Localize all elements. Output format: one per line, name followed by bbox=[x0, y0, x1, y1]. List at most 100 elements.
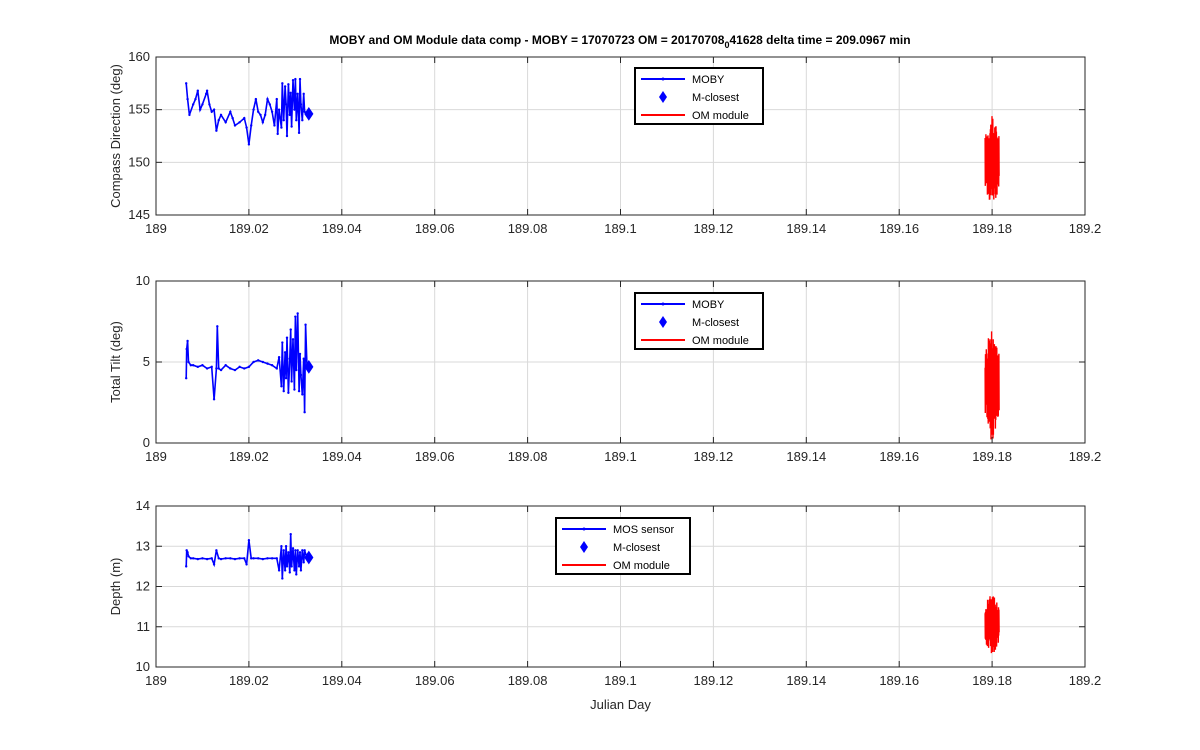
series-point bbox=[266, 97, 269, 101]
series-point bbox=[224, 121, 227, 124]
series-point bbox=[217, 557, 220, 560]
series-point bbox=[296, 312, 299, 315]
series-point bbox=[219, 557, 223, 561]
series-point bbox=[291, 547, 295, 550]
axes-panel-1: 189 189.02 189.04 189.06 189.08 189.1 189.12 18… bbox=[108, 49, 1101, 236]
series-point bbox=[233, 368, 237, 372]
y-axis-label: Depth (m) bbox=[108, 558, 123, 616]
series-point bbox=[302, 357, 305, 360]
series-point bbox=[299, 569, 303, 572]
series-point bbox=[282, 119, 285, 122]
series-point bbox=[231, 116, 234, 120]
series-point bbox=[266, 362, 269, 365]
series-point bbox=[287, 551, 290, 554]
series-point bbox=[261, 121, 265, 124]
series-point bbox=[256, 557, 260, 560]
series-point bbox=[282, 389, 285, 393]
series-point bbox=[295, 573, 298, 576]
series-point bbox=[270, 110, 274, 113]
x-tick-label: 189.16 bbox=[879, 221, 919, 236]
series-point bbox=[201, 364, 204, 367]
series-point bbox=[296, 92, 299, 96]
x-tick-label: 189.02 bbox=[229, 221, 269, 236]
series-point bbox=[280, 385, 283, 388]
series-point bbox=[284, 103, 288, 106]
series-point bbox=[293, 108, 296, 111]
series-point bbox=[280, 126, 283, 129]
series-point bbox=[289, 532, 292, 536]
series-point bbox=[189, 364, 193, 367]
series-point bbox=[298, 77, 302, 81]
series-point bbox=[187, 360, 190, 364]
series-point bbox=[189, 557, 193, 560]
series-point bbox=[290, 125, 293, 128]
series-point bbox=[185, 549, 188, 552]
series-point bbox=[212, 398, 216, 401]
figure-title: MOBY and OM Module data comp - MOBY = 17… bbox=[329, 33, 910, 50]
series-point bbox=[224, 557, 227, 560]
legend-entry-label: MOS sensor bbox=[613, 524, 674, 536]
x-tick-label: 189.12 bbox=[694, 449, 734, 464]
legend: MOBY M-closest OM module bbox=[634, 67, 764, 125]
series-point bbox=[238, 557, 241, 560]
series-line-om-module bbox=[984, 116, 1000, 200]
series-point bbox=[252, 108, 255, 111]
series-point bbox=[289, 328, 292, 331]
m-closest-marker bbox=[304, 106, 314, 121]
legend-entry-label: MOBY bbox=[692, 299, 725, 311]
series-point bbox=[273, 124, 276, 127]
x-tick-label: 189.08 bbox=[508, 449, 548, 464]
x-tick-label: 189.18 bbox=[972, 449, 1012, 464]
series-point bbox=[303, 411, 306, 414]
legend-swatch-diamond bbox=[659, 91, 667, 103]
series-point bbox=[288, 113, 291, 117]
series-point bbox=[276, 132, 279, 136]
x-tick-label: 189 bbox=[145, 221, 167, 236]
series-line-om-module bbox=[984, 331, 1000, 440]
series-point bbox=[247, 143, 251, 146]
x-tick-label: 189.16 bbox=[879, 449, 919, 464]
legend-swatch-point bbox=[661, 77, 665, 81]
series-point bbox=[283, 85, 287, 88]
series-point bbox=[281, 341, 284, 344]
x-tick-label: 189.08 bbox=[508, 673, 548, 688]
series-point bbox=[191, 364, 195, 367]
series-point bbox=[184, 565, 188, 568]
series-point bbox=[290, 565, 293, 568]
series-point bbox=[298, 551, 302, 554]
series-point bbox=[198, 108, 202, 111]
series-point bbox=[301, 119, 304, 122]
series-point bbox=[186, 339, 189, 343]
legend-swatch-point bbox=[582, 527, 586, 531]
x-tick-label: 189.12 bbox=[694, 221, 734, 236]
series-point bbox=[293, 569, 296, 572]
series-point bbox=[186, 551, 189, 554]
series-point bbox=[217, 367, 220, 370]
series-point bbox=[219, 113, 223, 117]
series-point bbox=[304, 323, 307, 326]
series-point bbox=[290, 380, 293, 383]
series-point bbox=[261, 557, 265, 561]
series-point bbox=[299, 373, 303, 377]
series-point bbox=[201, 557, 204, 560]
series-point bbox=[293, 388, 296, 391]
series-point bbox=[285, 336, 289, 339]
x-tick-label: 189.2 bbox=[1069, 449, 1102, 464]
series-point bbox=[215, 549, 218, 552]
series-point bbox=[185, 347, 188, 351]
series-point bbox=[289, 91, 292, 95]
series-point bbox=[243, 116, 246, 120]
series-point bbox=[288, 571, 291, 574]
series-point bbox=[261, 360, 265, 364]
y-tick-label: 150 bbox=[128, 154, 150, 169]
series-point bbox=[196, 89, 200, 92]
series-point bbox=[266, 557, 269, 560]
series-point bbox=[291, 338, 295, 341]
series-point bbox=[215, 129, 218, 132]
x-tick-label: 189.1 bbox=[604, 221, 637, 236]
y-tick-label: 160 bbox=[128, 49, 150, 64]
series-point bbox=[205, 557, 209, 561]
series-point bbox=[184, 377, 188, 380]
x-tick-label: 189.2 bbox=[1069, 673, 1102, 688]
series-point bbox=[247, 539, 251, 542]
